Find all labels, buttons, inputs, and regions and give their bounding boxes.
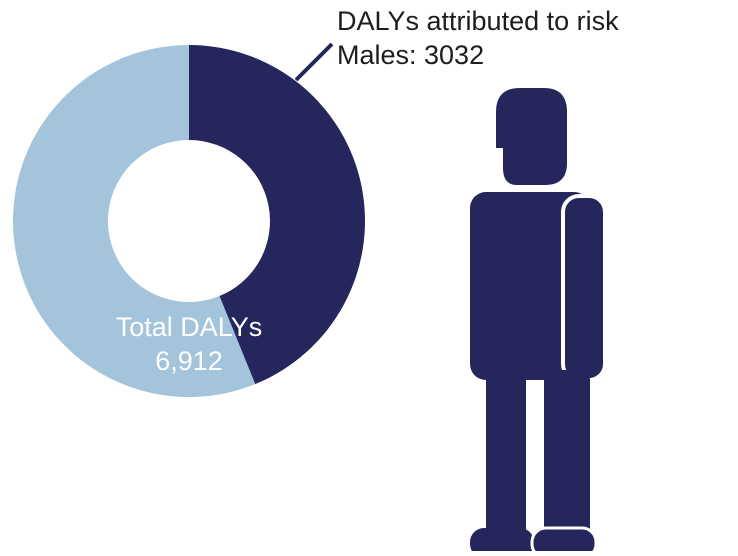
annotation-leader-line <box>294 42 334 82</box>
donut-slice-attributed <box>189 44 366 385</box>
total-label-block: Total DALYs 6,912 <box>88 310 290 378</box>
total-label: Total DALYs <box>115 312 263 342</box>
male-person-icon <box>470 88 607 556</box>
total-value: 6,912 <box>155 346 223 376</box>
annotation-line-1: DALYs attributed to risk <box>337 6 619 36</box>
annotation-line-2: Males: 3032 <box>337 40 485 70</box>
annotation-label: DALYs attributed to risk Males: 3032 <box>337 4 619 72</box>
donut-slice-remaining <box>13 44 256 397</box>
